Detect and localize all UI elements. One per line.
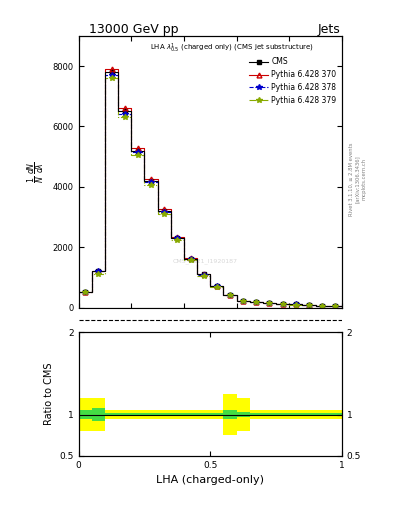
- Text: Rivet 3.1.10, ≥ 2.8M events: Rivet 3.1.10, ≥ 2.8M events: [349, 142, 354, 216]
- Text: LHA $\lambda^{1}_{0.5}$ (charged only) (CMS jet substructure): LHA $\lambda^{1}_{0.5}$ (charged only) (…: [150, 41, 314, 55]
- Y-axis label: Ratio to CMS: Ratio to CMS: [44, 362, 54, 425]
- Text: 13000 GeV pp: 13000 GeV pp: [89, 23, 178, 36]
- Legend: CMS, Pythia 6.428 370, Pythia 6.428 378, Pythia 6.428 379: CMS, Pythia 6.428 370, Pythia 6.428 378,…: [248, 56, 338, 106]
- X-axis label: LHA (charged-only): LHA (charged-only): [156, 475, 264, 485]
- Text: [arXiv:1306.3436]: [arXiv:1306.3436]: [355, 155, 360, 203]
- Text: mcplots.cern.ch: mcplots.cern.ch: [361, 158, 366, 200]
- Text: Jets: Jets: [317, 23, 340, 36]
- Y-axis label: $\frac{1}{N}\,\frac{dN}{d\lambda}$: $\frac{1}{N}\,\frac{dN}{d\lambda}$: [26, 161, 47, 183]
- Text: CMS_2021_I1920187: CMS_2021_I1920187: [173, 259, 237, 264]
